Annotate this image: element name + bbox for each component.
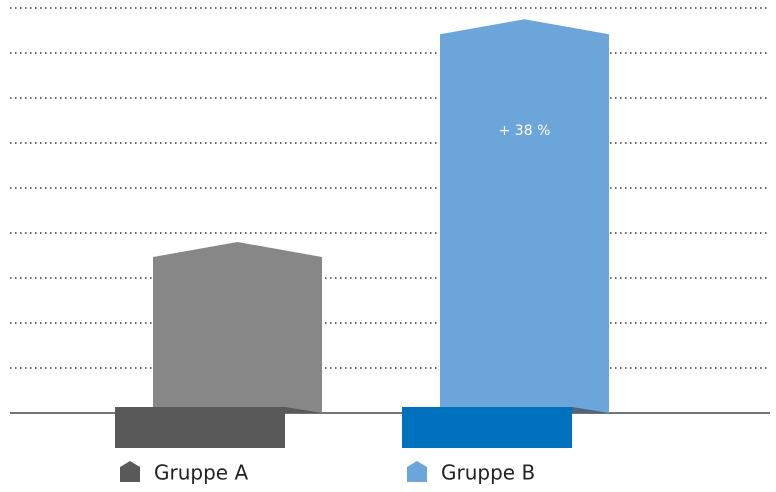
bar xyxy=(153,242,322,413)
bar-base xyxy=(115,407,285,448)
legend-icon xyxy=(120,461,140,482)
bar-base xyxy=(402,407,572,448)
legend-label: Gruppe A xyxy=(154,461,248,485)
bar xyxy=(440,19,609,413)
bar-shadow xyxy=(572,407,609,413)
legend-label: Gruppe B xyxy=(441,461,535,485)
bar-shadow xyxy=(285,407,322,413)
legend-icon xyxy=(407,461,427,482)
annotation: + 38 % xyxy=(499,123,551,139)
